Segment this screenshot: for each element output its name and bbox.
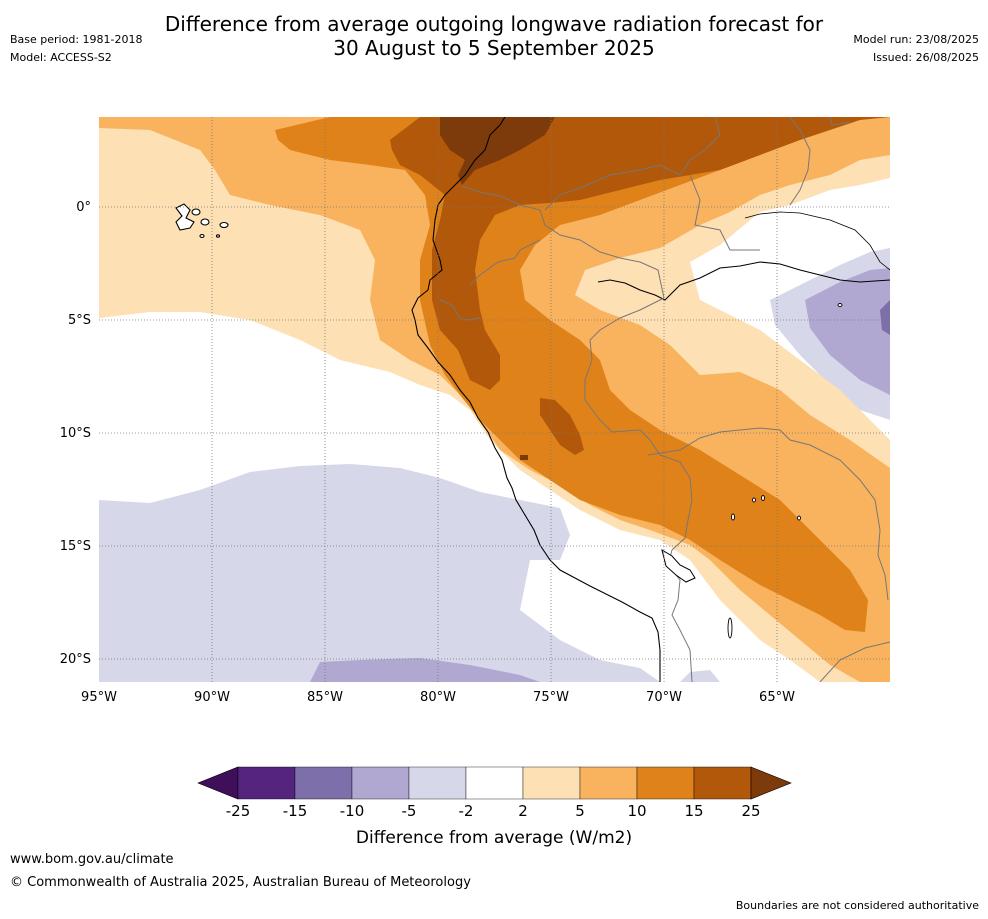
colorbar-tick-label: 15 [684, 802, 703, 820]
footer-note: Boundaries are not considered authoritat… [735, 899, 979, 912]
lon-label-95w: 95°W [81, 690, 117, 705]
lon-label-90w: 90°W [194, 690, 230, 705]
lat-label-0: 0° [76, 200, 91, 215]
chart-title: Difference from average outgoing longwav… [0, 12, 988, 60]
colorbar-tick-label: -15 [283, 802, 308, 820]
lake-titicaca [661, 548, 696, 583]
lon-label-75w: 75°W [533, 690, 569, 705]
colorbar-tick-label: 25 [741, 802, 760, 820]
colorbar-arrow-high [750, 766, 792, 800]
field-minus15-east [880, 300, 890, 335]
meta-right: Model run: 23/08/2025 Issued: 26/08/2025 [853, 31, 979, 67]
colorbar-tick-label: -5 [402, 802, 417, 820]
meta-left: Base period: 1981-2018 Model: ACCESS-S2 [10, 31, 142, 67]
model-name: Model: ACCESS-S2 [10, 51, 112, 64]
colorbar-tick-label: 10 [627, 802, 646, 820]
field-minus5-southwest [99, 464, 660, 682]
colorbar-tick-label: 5 [575, 802, 585, 820]
field-plus15-band [390, 117, 890, 390]
lon-label-65w: 65°W [759, 690, 795, 705]
colorbar-tick-label: -25 [226, 802, 251, 820]
colorbar: -25 -15 -10 -5 -2 2 5 10 15 25 Difference from av… [197, 766, 792, 848]
field-minus5-bottom [680, 670, 720, 682]
coastline [411, 117, 661, 682]
colorbar-label: Difference from average (W/m2) [356, 828, 632, 848]
colorbar-cell-7 [579, 766, 638, 800]
lon-label-70w: 70°W [646, 690, 682, 705]
lat-label-10s: 10°S [60, 426, 91, 441]
border-bolivia-brazil [647, 427, 890, 682]
map-fields [99, 117, 890, 682]
colorbar-cell-5 [465, 766, 524, 800]
field-plus25-core [440, 117, 555, 185]
lon-label-80w: 80°W [420, 690, 456, 705]
colorbar-cells [237, 766, 752, 800]
title-line-2: 30 August to 5 September 2025 [333, 36, 655, 60]
field-plus10-band [275, 117, 868, 632]
footer-url[interactable]: www.bom.gov.au/climate [10, 852, 174, 867]
colorbar-cell-9 [693, 766, 752, 800]
lat-label-20s: 20°S [60, 652, 91, 667]
colorbar-tick-label: -2 [459, 802, 474, 820]
colorbar-cell-6 [522, 766, 581, 800]
river-amazon-north [744, 211, 890, 271]
river-amazon [597, 261, 890, 301]
field-minus10-southwest [310, 658, 540, 682]
colorbar-cell-4 [408, 766, 467, 800]
colorbar-arrow-low [197, 766, 239, 800]
colorbar-tick-label: 2 [518, 802, 528, 820]
small-lakes [727, 303, 843, 639]
lat-label-15s: 15°S [60, 539, 91, 554]
colorbar-cell-2 [294, 766, 353, 800]
colorbar-cell-3 [351, 766, 410, 800]
colorbar-tick-label: -10 [340, 802, 365, 820]
field-minus10-east [805, 268, 890, 395]
base-period: Base period: 1981-2018 [10, 33, 143, 46]
field-plus15-patch [540, 398, 584, 455]
title-line-1: Difference from average outgoing longwav… [164, 12, 824, 36]
colorbar-cell-1 [237, 766, 296, 800]
issued-date: Issued: 26/08/2025 [872, 51, 979, 64]
border-north [544, 117, 851, 251]
border-colombia-ecuador-peru [439, 185, 665, 321]
lat-label-5s: 5°S [68, 313, 91, 328]
gridlines [99, 117, 890, 682]
field-plus25-small [520, 455, 528, 460]
galapagos-islands [175, 203, 229, 239]
colorbar-cell-8 [636, 766, 695, 800]
border-peru-brazil [584, 297, 693, 682]
model-run: Model run: 23/08/2025 [853, 33, 979, 46]
footer-copyright: © Commonwealth of Australia 2025, Austra… [10, 875, 471, 890]
lon-label-85w: 85°W [307, 690, 343, 705]
